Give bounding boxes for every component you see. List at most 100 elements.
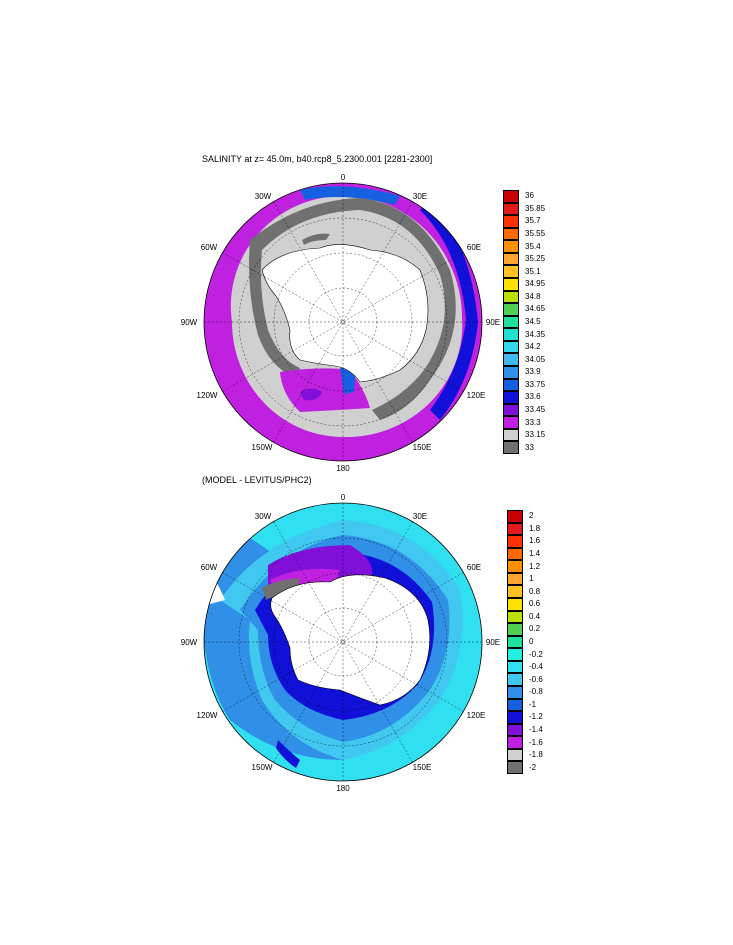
colorbar-label: 33: [525, 442, 534, 452]
lon-label-90w: 90W: [181, 638, 198, 647]
colorbar-segment: [503, 290, 519, 304]
colorbar-label: -1.8: [529, 750, 543, 760]
colorbar-label: 1.6: [529, 536, 541, 546]
colorbar-label: 34.2: [525, 342, 541, 352]
colorbar-segment: [507, 761, 523, 774]
lon-label-150e: 150E: [413, 763, 432, 772]
colorbar-label: 33.45: [525, 405, 546, 414]
colorbar-segment: [507, 673, 523, 686]
lon-label-30w: 30W: [255, 192, 272, 201]
colorbar-label: 33.3: [525, 417, 541, 427]
colorbar-segment: [503, 315, 519, 329]
colorbar-segment: [507, 660, 523, 674]
colorbar-label: -2: [529, 762, 537, 772]
colorbar-segment: [503, 441, 519, 454]
colorbar-label: 1.4: [529, 549, 541, 558]
colorbar-segment: [503, 265, 519, 278]
colorbar-label: 0.8: [529, 586, 541, 596]
colorbar-segment: [507, 560, 523, 573]
lon-label-150w: 150W: [252, 443, 273, 452]
lon-label-120e: 120E: [467, 711, 486, 720]
lon-label-180: 180: [336, 464, 350, 473]
colorbar-label: 33.75: [525, 379, 546, 389]
colorbar-segment: [503, 391, 519, 404]
colorbar-label: 35.85: [525, 203, 546, 213]
colorbar-segment: [503, 202, 519, 216]
colorbar-label: 34.5: [525, 317, 541, 326]
colorbar-segment: [503, 403, 519, 417]
colorbar-segment: [503, 303, 519, 316]
colorbar-label: -1.6: [529, 737, 543, 747]
colorbar-segment: [507, 610, 523, 624]
lon-label-30w: 30W: [255, 512, 272, 521]
colorbar-segment: [503, 340, 519, 354]
colorbar-segment: [503, 366, 519, 379]
colorbar-label: 34.65: [525, 304, 546, 314]
colorbar-label: -1: [529, 699, 537, 709]
lon-label-120e: 120E: [467, 391, 486, 400]
lon-label-90w: 90W: [181, 318, 198, 327]
colorbar-label: 33.6: [525, 392, 541, 402]
lon-label-0: 0: [341, 173, 346, 182]
colorbar-label: -0.2: [529, 649, 543, 659]
colorbar-segment: [507, 522, 523, 536]
anomaly-map: 0 30E 60E 90E 120E 150E 180 150W 120W 90…: [181, 493, 500, 793]
lon-label-120w: 120W: [197, 391, 218, 400]
colorbar-segment: [503, 190, 519, 203]
lon-label-180: 180: [336, 784, 350, 793]
lon-label-60e: 60E: [467, 563, 481, 572]
colorbar-segment: [507, 623, 523, 636]
colorbar-label: 35.1: [525, 266, 541, 276]
colorbar-label: 0.2: [529, 624, 541, 634]
colorbar-segment: [507, 635, 523, 649]
colorbar-segment: [507, 648, 523, 661]
colorbar-segment: [503, 278, 519, 291]
colorbar-label: 0: [529, 637, 534, 646]
colorbar-label: 36: [525, 191, 534, 201]
lon-label-30e: 30E: [413, 192, 427, 201]
colorbar-label: -1.4: [529, 725, 543, 734]
colorbar-label: -0.6: [529, 674, 543, 684]
colorbar-segment: [507, 736, 523, 749]
colorbar-label: 2: [529, 511, 534, 521]
colorbar-label: 35.25: [525, 254, 546, 264]
colorbar-label: 34.05: [525, 354, 546, 364]
colorbar-segment: [507, 698, 523, 712]
colorbar-label: -0.4: [529, 662, 543, 672]
colorbar-label: 0.4: [529, 611, 541, 621]
colorbar-label: 1.2: [529, 561, 541, 571]
panel1-title: SALINITY at z= 45.0m, b40.rcp8_5.2300.00…: [202, 154, 433, 164]
colorbar-segment: [503, 240, 519, 253]
colorbar-segment: [503, 378, 519, 392]
colorbar-segment: [503, 227, 519, 241]
lon-label-30e: 30E: [413, 512, 427, 521]
colorbar-label: 35.55: [525, 229, 546, 238]
lon-label-90e: 90E: [486, 318, 500, 327]
colorbar-segment: [507, 748, 523, 762]
colorbar-segment: [507, 535, 523, 548]
colorbar-label: 1.8: [529, 523, 541, 533]
colorbar-label: -1.2: [529, 712, 543, 722]
colorbar-segment: [507, 598, 523, 611]
lon-label-60e: 60E: [467, 243, 481, 252]
colorbar-segment: [503, 416, 519, 429]
lon-label-90e: 90E: [486, 638, 500, 647]
colorbar-label: 33.9: [525, 367, 541, 377]
anomaly-colorbar: 2 1.8 1.6 1.4 1.2 1 0.8 0.6 0.4 0.2 0 -0.2 -0.4 -0.6 -…: [507, 510, 567, 774]
colorbar-label: -0.8: [529, 687, 543, 697]
lon-label-150w: 150W: [252, 763, 273, 772]
panel2-title: (MODEL - LEVITUS/PHC2): [202, 475, 312, 485]
colorbar-label: 34.95: [525, 279, 546, 289]
colorbar-segment: [507, 723, 523, 737]
lon-label-60w: 60W: [201, 243, 218, 252]
colorbar-segment: [507, 686, 523, 699]
colorbar-label: 34.35: [525, 329, 546, 339]
colorbar-segment: [503, 353, 519, 366]
colorbar-segment: [503, 428, 519, 442]
lon-label-120w: 120W: [197, 711, 218, 720]
salinity-map: 0 30E 60E 90E 120E 150E 180 150W 120W 90…: [181, 173, 500, 473]
colorbar-segment: [507, 572, 523, 586]
colorbar-label: 34.8: [525, 291, 541, 301]
salinity-colorbar: 36 35.85 35.7 35.55 35.4 35.25 35.1 34.95 34.8 34…: [503, 190, 563, 454]
